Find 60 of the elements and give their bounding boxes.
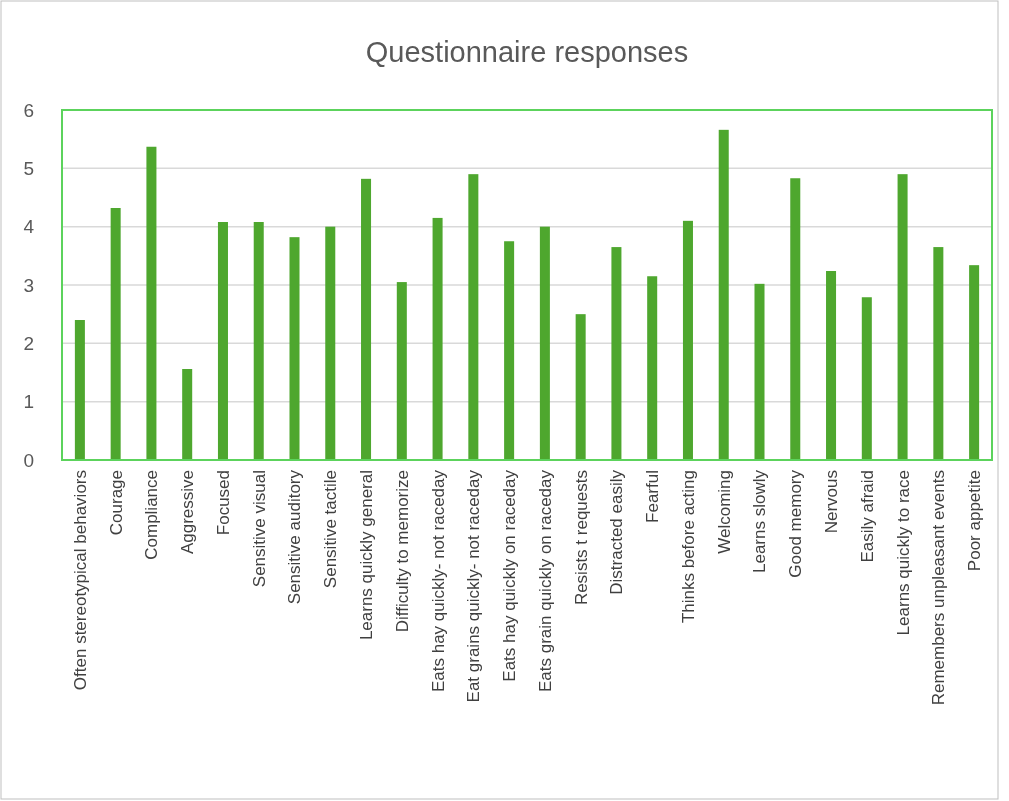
bar (682, 220, 693, 460)
bar (182, 369, 193, 460)
bar (468, 174, 479, 460)
x-tick-label: Focused (213, 470, 233, 536)
bar (611, 247, 622, 460)
bar (575, 314, 586, 460)
bar (933, 247, 944, 460)
x-tick-label: Eats grain quickly on raceday (535, 469, 555, 693)
x-tick-label: Sensitive auditory (285, 469, 305, 605)
y-tick-label: 5 (23, 157, 34, 179)
x-tick-label: Eats hay quickly on raceday (500, 469, 520, 682)
y-tick-label: 2 (23, 332, 34, 354)
bar (897, 174, 908, 460)
bar (718, 129, 729, 460)
bar (826, 271, 837, 460)
x-tick-label: Resists t requests (571, 470, 591, 606)
y-tick-label: 1 (23, 391, 34, 413)
x-tick-label: Aggressive (178, 470, 198, 555)
y-tick-label: 6 (23, 99, 34, 121)
x-tick-label: Learns slowly (750, 469, 770, 573)
bar (647, 276, 658, 460)
bar (861, 297, 872, 460)
x-tick-label: Learns quickly general (356, 470, 376, 641)
bar (539, 226, 550, 460)
bar (110, 208, 121, 460)
x-tick-label: Eat grains quickly- not raceday (464, 469, 484, 703)
bar (217, 222, 228, 460)
x-tick-label: Eats hay quickly- not raceday (428, 469, 448, 693)
y-tick-label: 3 (23, 274, 34, 296)
chart-title: Questionnaire responses (365, 36, 689, 68)
x-tick-label: Thinks before acting (678, 470, 698, 624)
x-tick-label: Nervous (821, 470, 841, 534)
bar (969, 265, 980, 460)
x-tick-label: Difficulty to memorize (392, 470, 412, 633)
x-tick-label: Fearful (643, 470, 663, 523)
bar (504, 241, 515, 460)
x-tick-label: Courage (106, 470, 126, 536)
bar (361, 178, 372, 460)
x-tick-label: Poor appetite (965, 470, 985, 572)
x-tick-label: Sensitive tactile (321, 470, 341, 589)
x-tick-label: Good memory (786, 469, 806, 578)
bar (790, 178, 801, 460)
x-tick-label: Learns quickly to race (893, 470, 913, 636)
x-tick-label: Distracted easily (607, 469, 627, 595)
bar (754, 283, 765, 460)
bar (432, 217, 443, 460)
x-tick-label: Often stereotypical behaviors (70, 470, 90, 691)
x-tick-label: Remembers unpleasant events (929, 470, 949, 706)
bar (325, 226, 336, 460)
x-tick-label: Sensitive visual (249, 470, 269, 588)
bar (146, 146, 157, 460)
bar (74, 320, 85, 460)
y-tick-label: 0 (23, 449, 34, 471)
y-tick-label: 4 (23, 216, 35, 238)
bar (396, 282, 407, 460)
bar (253, 222, 264, 460)
x-tick-label: Compliance (142, 470, 162, 560)
bar (289, 237, 300, 460)
x-tick-label: Easily afraid (857, 470, 877, 563)
x-tick-label: Welcoming (714, 470, 734, 554)
